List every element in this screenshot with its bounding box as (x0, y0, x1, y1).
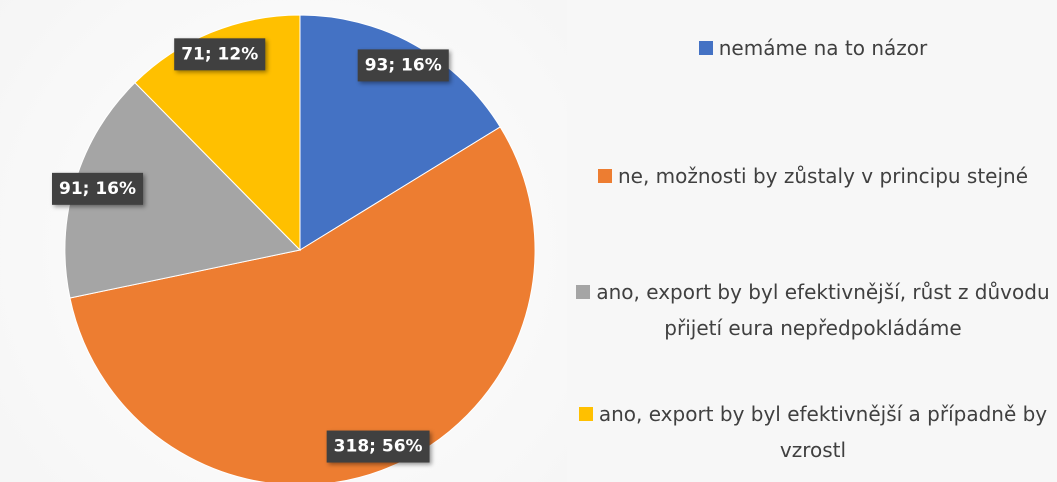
pie-slice (299, 14, 501, 251)
data-label: 93; 16% (357, 49, 449, 82)
data-label-box (326, 430, 430, 463)
legend-item: nemáme na to názor (572, 30, 1054, 66)
legend-label: ano, export by byl efektivnější, růst z … (596, 280, 1050, 340)
data-label: 71; 12% (174, 38, 266, 71)
data-label-text: 71; 12% (181, 44, 258, 64)
legend-item: ano, export by byl efektivnější, růst z … (572, 274, 1054, 346)
data-label-box (51, 172, 144, 205)
data-label-text: 91; 16% (59, 179, 136, 199)
legend-panel (567, 0, 1057, 482)
legend-label: ne, možnosti by zůstaly v principu stejn… (617, 164, 1029, 188)
legend-label: nemáme na to názor (718, 36, 928, 60)
pie-slice (134, 14, 301, 252)
legend-label: ano, export by byl efektivnější a případ… (598, 402, 1048, 462)
pie-slice (69, 126, 536, 482)
data-label-text: 93; 16% (365, 55, 442, 75)
legend-swatch (576, 285, 591, 299)
data-label: 318; 56% (326, 430, 430, 463)
legend-swatch (597, 169, 612, 183)
data-label-box (174, 38, 266, 71)
legend-item: ne, možnosti by zůstaly v principu stejn… (572, 158, 1054, 194)
legend-swatch (698, 41, 713, 55)
data-label: 91; 16% (51, 172, 144, 205)
data-label-box (357, 49, 449, 82)
legend-swatch (578, 407, 593, 421)
data-label-text: 318; 56% (334, 437, 423, 457)
legend-item: ano, export by byl efektivnější a případ… (572, 396, 1054, 468)
